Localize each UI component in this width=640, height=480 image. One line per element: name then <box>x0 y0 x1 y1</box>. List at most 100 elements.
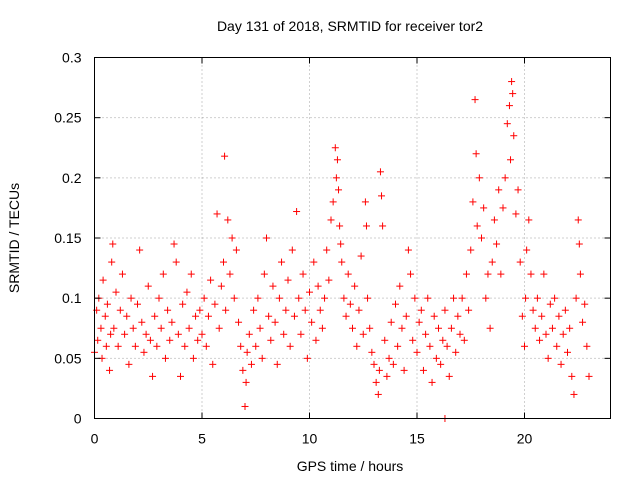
data-point <box>396 282 404 290</box>
data-point <box>198 330 206 338</box>
data-point <box>110 324 118 332</box>
data-point <box>568 372 576 380</box>
data-point <box>486 324 494 332</box>
data-point <box>217 282 225 290</box>
data-point <box>342 312 350 320</box>
data-point <box>435 324 442 332</box>
data-point <box>297 330 305 338</box>
data-point <box>370 360 378 368</box>
data-point <box>430 312 438 320</box>
data-point <box>548 324 556 332</box>
x-axis-label: GPS time / hours <box>297 458 404 474</box>
data-point <box>172 258 180 266</box>
data-point <box>213 210 221 218</box>
data-point <box>275 294 283 302</box>
data-point <box>411 294 419 302</box>
data-point <box>323 246 331 254</box>
x-tick-label: 20 <box>517 431 533 447</box>
data-point <box>465 306 473 314</box>
data-point <box>422 330 430 338</box>
data-point <box>344 270 352 278</box>
data-point <box>362 222 370 230</box>
data-point <box>472 150 480 158</box>
data-point <box>394 342 402 350</box>
data-point <box>357 252 365 260</box>
data-point <box>426 342 434 350</box>
data-point <box>383 372 391 380</box>
data-point <box>484 270 492 278</box>
data-point <box>220 258 227 266</box>
data-point <box>161 354 169 362</box>
data-point <box>428 378 436 386</box>
data-point <box>574 216 582 224</box>
data-point <box>349 324 356 332</box>
data-point <box>109 240 117 248</box>
data-point <box>529 306 537 314</box>
data-point <box>454 312 462 320</box>
data-point <box>211 300 219 308</box>
data-point <box>170 240 178 248</box>
data-point <box>125 360 133 368</box>
data-point <box>194 336 202 344</box>
data-point <box>540 270 548 278</box>
data-point <box>509 90 517 98</box>
data-point <box>129 324 137 332</box>
data-point <box>409 336 417 344</box>
data-point <box>407 270 415 278</box>
data-point <box>340 294 348 302</box>
grid-lines <box>94 57 611 419</box>
data-point <box>200 294 208 302</box>
data-point <box>310 258 318 266</box>
data-point <box>241 402 249 410</box>
data-point <box>312 336 320 344</box>
x-tick-label: 5 <box>198 431 206 447</box>
data-point <box>553 342 561 350</box>
data-point <box>415 318 423 326</box>
data-point <box>531 324 539 332</box>
data-point <box>108 258 116 266</box>
data-point <box>469 198 477 206</box>
data-point <box>375 366 383 374</box>
data-point <box>269 282 277 290</box>
data-point <box>441 306 449 314</box>
data-point <box>419 366 427 374</box>
data-point <box>102 342 110 350</box>
data-point <box>166 336 174 344</box>
y-tick-label: 0.05 <box>54 350 81 366</box>
data-point <box>114 342 122 350</box>
data-point <box>376 168 384 176</box>
data-point <box>533 294 541 302</box>
data-point <box>286 342 294 350</box>
data-point <box>544 354 552 362</box>
data-point <box>450 294 458 302</box>
data-point <box>503 120 511 128</box>
data-point <box>134 300 141 308</box>
axis-ticks <box>94 57 611 419</box>
data-point <box>378 192 386 200</box>
data-point <box>523 246 531 254</box>
data-point <box>254 294 262 302</box>
data-point <box>183 288 191 296</box>
data-point <box>106 366 114 374</box>
data-point <box>424 294 432 302</box>
data-point <box>187 270 195 278</box>
data-point <box>366 324 374 332</box>
data-point <box>267 336 275 344</box>
data-point <box>99 276 107 284</box>
data-point <box>159 270 167 278</box>
data-point <box>177 372 184 380</box>
tick-labels: 0 5 10 15 20 0 0.05 0.1 0.15 0.2 0.25 0.3 <box>54 50 532 447</box>
data-point <box>144 282 152 290</box>
data-point <box>458 294 466 302</box>
data-point <box>318 324 326 332</box>
data-point <box>381 336 389 344</box>
data-point <box>413 348 421 356</box>
data-point <box>189 354 197 362</box>
data-point <box>140 348 148 356</box>
data-point <box>398 324 406 332</box>
data-point <box>138 318 146 326</box>
data-point <box>196 306 204 314</box>
data-point <box>353 342 361 350</box>
data-point <box>282 306 290 314</box>
